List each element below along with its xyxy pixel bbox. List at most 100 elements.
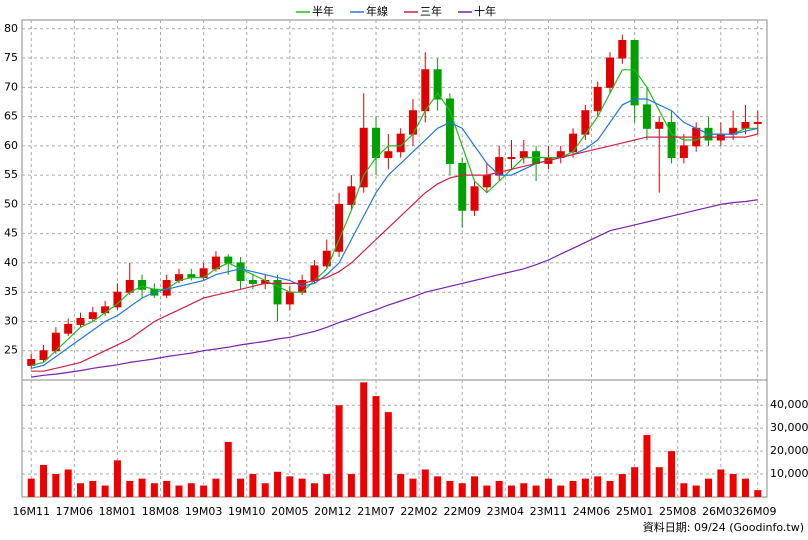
volume-bar — [310, 483, 318, 497]
x-tick-label: 20M12 — [314, 505, 352, 518]
y-tick-label: 60 — [4, 139, 18, 152]
volume-bar — [471, 476, 479, 497]
volume-bar — [89, 480, 97, 497]
candle-body — [679, 145, 688, 159]
candle-body — [470, 186, 479, 211]
y-tick-label: 55 — [4, 168, 18, 181]
x-tick-label: 18M08 — [142, 505, 180, 518]
candle-body — [273, 279, 282, 305]
volume-bar — [40, 464, 48, 497]
volume-bar — [705, 478, 713, 497]
ma-line — [31, 199, 758, 378]
volume-bar — [384, 412, 392, 497]
volume-bar — [594, 476, 602, 497]
volume-tick-label: 40,000 — [770, 398, 808, 411]
volume-bar — [446, 480, 454, 497]
legend-label: 年線 — [366, 4, 388, 18]
candle-body — [64, 323, 73, 334]
candle-body — [642, 104, 651, 129]
volume-bar — [692, 485, 700, 497]
volume-bar — [606, 480, 614, 497]
volume-bar — [557, 485, 565, 497]
candle-body — [101, 306, 110, 314]
candle-body — [421, 69, 430, 112]
candle-body — [433, 69, 442, 100]
candle-body — [236, 262, 245, 281]
y-tick-label: 50 — [4, 197, 18, 210]
volume-bar — [200, 485, 208, 497]
volume-tick-label: 20,000 — [770, 444, 808, 457]
y-tick-label: 45 — [4, 227, 18, 240]
volume-bar — [372, 396, 380, 497]
x-tick-label: 20M05 — [271, 505, 309, 518]
volume-bar — [717, 469, 725, 497]
x-tick-label: 21M07 — [357, 505, 395, 518]
volume-bar — [27, 478, 35, 497]
volume-bar — [52, 474, 60, 497]
volume-bar — [224, 441, 232, 497]
x-tick-label: 19M10 — [228, 505, 266, 518]
volume-bar — [434, 476, 442, 497]
x-tick-label: 22M09 — [443, 505, 481, 518]
volume-bar — [458, 483, 466, 497]
volume-bar — [507, 485, 515, 497]
volume-bar — [483, 485, 491, 497]
volume-bar — [76, 483, 84, 497]
candle-body — [384, 151, 393, 159]
candle-body — [224, 256, 233, 264]
candle-body — [372, 127, 381, 159]
candle-body — [741, 121, 750, 129]
volume-bar — [680, 483, 688, 497]
y-tick-label: 80 — [4, 22, 18, 35]
y-tick-label: 25 — [4, 344, 18, 357]
volume-bar — [175, 485, 183, 497]
x-tick-label: 16M11 — [12, 505, 50, 518]
volume-bar — [360, 382, 368, 497]
candle-body — [138, 279, 147, 290]
candle-body — [605, 57, 614, 88]
volume-bar — [347, 474, 355, 497]
volume-bar — [298, 478, 306, 497]
candle-body — [445, 98, 454, 164]
y-tick-label: 75 — [4, 51, 18, 64]
candle-body — [285, 291, 294, 305]
x-tick-label: 24M06 — [573, 505, 611, 518]
candle-body — [482, 174, 491, 188]
volume-bar — [335, 405, 343, 497]
candle-body — [322, 250, 331, 267]
volume-bar — [631, 467, 639, 497]
volume-bar — [163, 480, 171, 497]
x-tick-label: 26M09 — [739, 505, 777, 518]
volume-bar — [421, 469, 429, 497]
y-tick-label: 35 — [4, 285, 18, 298]
candle-body — [630, 39, 639, 106]
volume-bar — [286, 476, 294, 497]
x-tick-label: 18M01 — [99, 505, 137, 518]
x-tick-label: 19M03 — [185, 505, 223, 518]
volume-bar — [643, 435, 651, 497]
footnote: 資料日期: 09/24 (Goodinfo.tw) — [643, 520, 804, 534]
volume-bar — [150, 483, 158, 497]
volume-bar — [532, 485, 540, 497]
candle-body — [248, 279, 257, 284]
volume-bar — [618, 474, 626, 497]
y-tick-label: 65 — [4, 110, 18, 123]
y-tick-label: 40 — [4, 256, 18, 269]
volume-bar — [187, 483, 195, 497]
volume-bar — [261, 483, 269, 497]
candle-body — [458, 162, 467, 211]
volume-bar — [113, 460, 121, 497]
x-tick-label: 25M01 — [616, 505, 654, 518]
volume-bar — [138, 478, 146, 497]
candle-body — [655, 121, 664, 129]
candle-body — [618, 39, 627, 59]
volume-bar — [237, 478, 245, 497]
volume-bar — [249, 474, 257, 497]
x-tick-label: 17M06 — [56, 505, 94, 518]
ma-line — [31, 98, 758, 369]
candle-body — [507, 157, 516, 160]
legend-label: 半年 — [312, 4, 334, 18]
ma-line — [31, 133, 758, 372]
volume-bar — [126, 480, 134, 497]
